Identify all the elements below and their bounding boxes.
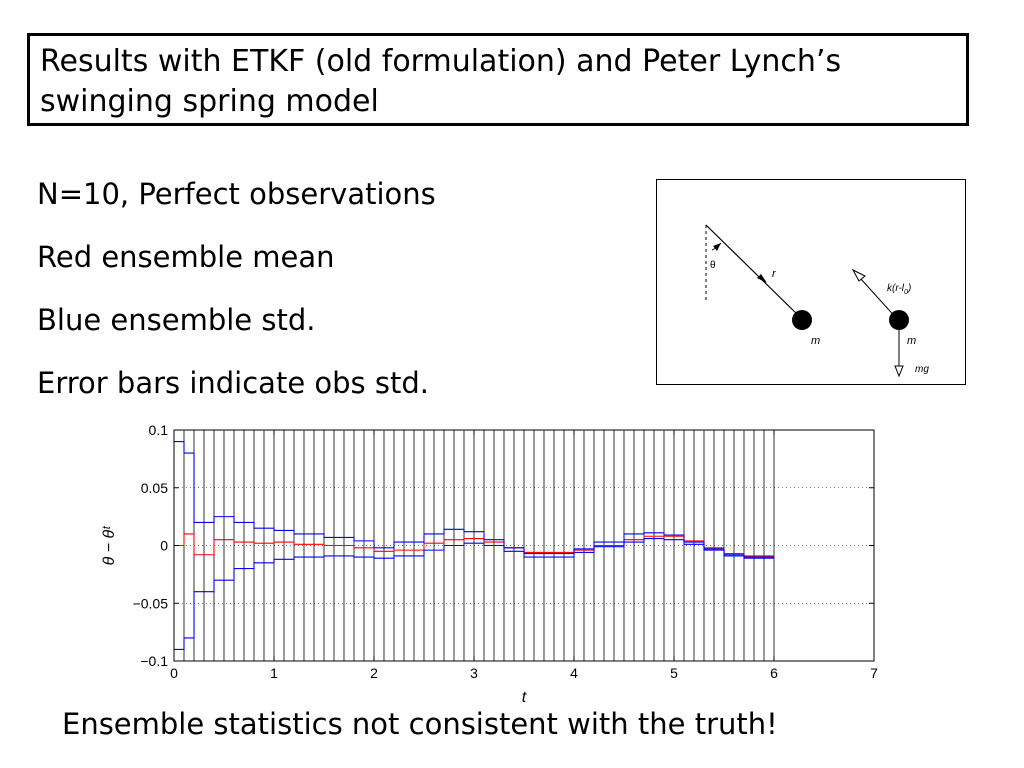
y-tick-label: −0.1: [140, 653, 168, 669]
bullet-red-mean: Red ensemble mean: [37, 241, 436, 304]
spring-force-label: k(r-l0): [887, 283, 911, 296]
r-arrowhead: [757, 274, 767, 283]
slide-title: Results with ETKF (old formulation) and …: [40, 42, 956, 122]
title-box: Results with ETKF (old formulation) and …: [27, 33, 969, 126]
x-tick-label: 2: [370, 665, 378, 681]
y-tick-label: 0.1: [149, 422, 169, 438]
bullet-list: N=10, Perfect observations Red ensemble …: [37, 178, 436, 430]
gravity-label: mg: [915, 364, 929, 375]
bullet-ensemble-size: N=10, Perfect observations: [37, 178, 436, 241]
x-tick-label: 3: [470, 665, 478, 681]
x-tick-label: 7: [870, 665, 878, 681]
pendulum-rod: [706, 225, 801, 318]
y-tick-label: 0.05: [141, 480, 168, 496]
y-tick-label: 0: [160, 538, 168, 554]
theta-label: θ: [710, 260, 716, 271]
mass-label-right: m: [907, 335, 916, 347]
theta-arrowhead: [713, 243, 721, 251]
y-tick-label: −0.05: [133, 595, 169, 611]
mass-ball-right: [889, 310, 909, 330]
x-tick-label: 4: [570, 665, 578, 681]
r-label: r: [772, 268, 777, 280]
conclusion-text: Ensemble statistics not consistent with …: [62, 704, 778, 744]
error-plot: 0 1 2 3 4 5 6 7 −0.1 −0.05 0 0.05 0.1 t θ − θᵗ: [88, 418, 888, 712]
spring-diagram-svg: θ r m k(r-l0) m mg: [657, 180, 965, 384]
mass-ball-left: [792, 310, 812, 330]
x-tick-label: 5: [670, 665, 678, 681]
x-tick-label: 0: [170, 665, 178, 681]
gravity-arrowhead: [895, 366, 903, 376]
x-tick-label: 6: [770, 665, 778, 681]
spring-force-close: ): [907, 283, 911, 294]
spring-force-text: k(r-l: [887, 283, 905, 294]
mass-label-left: m: [811, 335, 820, 347]
bullet-blue-std: Blue ensemble std.: [37, 304, 436, 367]
swinging-spring-diagram: θ r m k(r-l0) m mg: [656, 179, 966, 385]
x-tick-label: 1: [270, 665, 278, 681]
spring-force-arrowhead: [853, 270, 865, 281]
y-axis-label: θ − θᵗ: [101, 526, 118, 566]
